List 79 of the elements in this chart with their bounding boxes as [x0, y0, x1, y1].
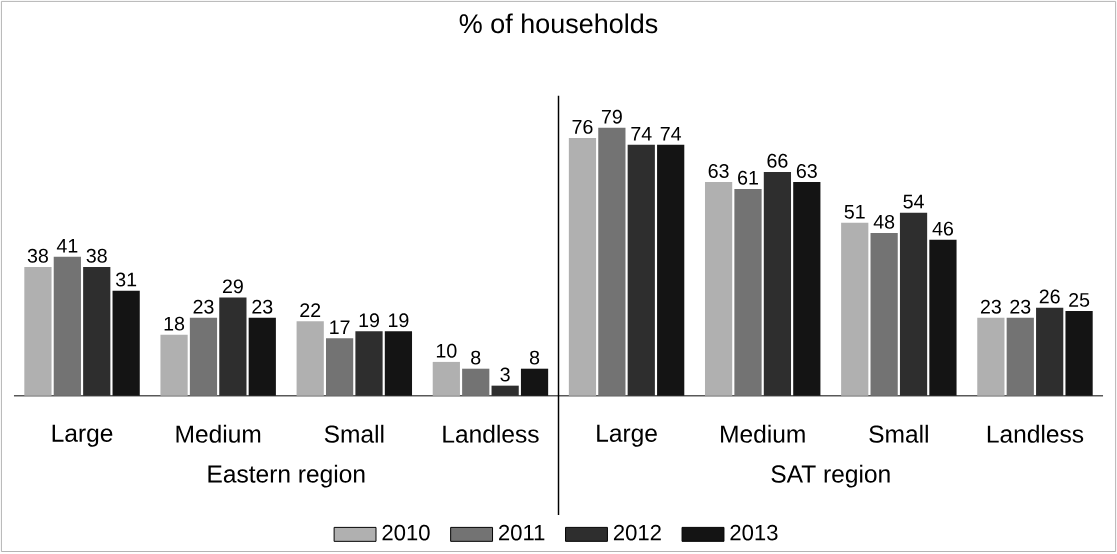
data-label: 54 [903, 194, 924, 209]
bar [793, 182, 821, 396]
data-label: 79 [601, 109, 622, 124]
chart-title: % of households [459, 13, 658, 34]
bar [763, 172, 792, 396]
x-tick-label: Large [597, 424, 657, 447]
legend-label: 2013 [730, 524, 778, 541]
data-label: 18 [164, 316, 185, 331]
legend-label: 2011 [499, 524, 545, 541]
bar [384, 331, 413, 396]
bar [841, 222, 869, 396]
x-tick-label: Medium [721, 424, 805, 443]
bar [462, 368, 490, 396]
data-label: 26 [1039, 289, 1060, 304]
data-label: 23 [193, 299, 214, 314]
data-label: 25 [1069, 293, 1090, 307]
bar [53, 256, 81, 396]
bar [491, 385, 519, 396]
x-tick-label: Small [324, 424, 384, 443]
data-label: 3 [500, 367, 510, 382]
bar [568, 138, 597, 396]
bar [977, 317, 1005, 396]
bar [248, 317, 276, 396]
bar [355, 331, 383, 396]
text: SAT region [771, 464, 890, 488]
data-label: 76 [572, 120, 593, 134]
bar [870, 233, 898, 396]
bar [1006, 317, 1034, 396]
data-label: 63 [708, 164, 729, 179]
data-label: 74 [631, 127, 652, 141]
bar [899, 212, 928, 396]
bar [1065, 311, 1093, 396]
legend-label: 2012 [613, 524, 661, 541]
data-label: 23 [252, 299, 273, 314]
data-label: 8 [471, 350, 481, 365]
data-label: 17 [330, 320, 350, 335]
bar [657, 144, 685, 396]
bar [219, 297, 247, 396]
bar [734, 189, 762, 396]
data-label: 23 [1010, 299, 1031, 314]
bar [704, 182, 733, 396]
data-label: 51 [844, 205, 865, 219]
data-label: 38 [27, 248, 48, 263]
bar [24, 267, 52, 396]
bar [83, 267, 111, 396]
bar [627, 144, 655, 396]
bar [598, 127, 626, 396]
bar [325, 338, 354, 396]
data-label: 74 [660, 127, 682, 141]
data-label: 48 [873, 215, 895, 229]
data-label: 38 [86, 248, 107, 263]
bar [296, 321, 324, 396]
x-tick-label: Small [869, 424, 928, 443]
bar [160, 334, 188, 396]
legend-label: 2010 [382, 524, 430, 541]
data-label: 22 [300, 303, 321, 318]
x-tick-label: Landless [987, 424, 1084, 443]
bar [520, 368, 549, 396]
bar [189, 317, 218, 396]
data-label: 41 [56, 239, 78, 253]
x-tick-label: Medium [176, 424, 261, 443]
x-tick-label: Landless [443, 424, 539, 443]
data-label: 29 [222, 279, 243, 294]
text: Eastern region [208, 464, 365, 488]
data-label: 46 [932, 221, 953, 236]
bar [112, 290, 140, 396]
bar [432, 362, 460, 396]
data-label: 31 [115, 272, 137, 287]
data-label: 23 [980, 299, 1001, 314]
x-tick-label: Large [52, 424, 113, 447]
bar [929, 239, 957, 396]
data-label: 61 [738, 170, 758, 185]
data-label: 8 [529, 350, 540, 365]
data-label: 19 [359, 313, 379, 328]
data-label: 63 [796, 164, 817, 179]
data-label: 66 [767, 153, 788, 168]
bar [1036, 307, 1064, 396]
data-label: 10 [436, 343, 457, 358]
data-label: 19 [389, 313, 409, 328]
